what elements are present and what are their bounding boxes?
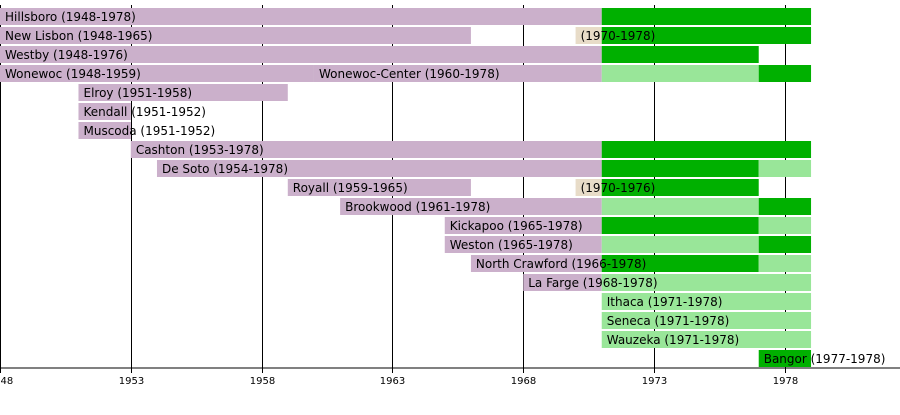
segment [601, 160, 759, 177]
segment-label: Wonewoc-Center (1960-1978) [319, 67, 500, 81]
segment-label: New Lisbon (1948-1965) [5, 29, 152, 43]
segment [0, 46, 602, 63]
x-tick-label: 1953 [119, 376, 144, 387]
segment [758, 160, 812, 177]
segment [156, 160, 602, 177]
segment-label: Weston (1965-1978) [450, 238, 573, 252]
segment-label: Elroy (1951-1958) [83, 86, 192, 100]
segment-label: Westby (1948-1976) [5, 48, 128, 62]
segment [523, 274, 602, 291]
segment [444, 217, 602, 234]
segment-label: Seneca (1971-1978) [607, 314, 730, 328]
segment [340, 198, 602, 215]
x-tick-label: 1958 [250, 376, 275, 387]
segment [758, 350, 812, 367]
segment [601, 293, 812, 310]
segment [0, 27, 471, 44]
segment [601, 236, 759, 253]
segment-label: (1970-1978) [581, 29, 656, 43]
segment [601, 255, 759, 272]
segment-label: Cashton (1953-1978) [136, 143, 264, 157]
segment [601, 179, 759, 196]
segment [601, 274, 812, 291]
segment [78, 122, 131, 139]
segment-label: De Soto (1954-1978) [162, 162, 288, 176]
segment-label: Wonewoc (1948-1959) [5, 67, 141, 81]
segment [758, 255, 812, 272]
segment [130, 141, 602, 158]
segment [758, 236, 812, 253]
segment-label: Royall (1959-1965) [293, 181, 408, 195]
segment [758, 65, 812, 82]
segment [601, 27, 812, 44]
x-tick-label: 1948 [0, 376, 13, 387]
segment [601, 46, 759, 63]
segment-label: Kendall (1951-1952) [83, 105, 205, 119]
segment [601, 217, 759, 234]
bars [0, 8, 812, 367]
segment-label: La Farge (1968-1978) [528, 276, 657, 290]
segment [601, 8, 812, 25]
x-tick-label: 1978 [773, 376, 798, 387]
segment [470, 255, 602, 272]
segment [575, 179, 602, 196]
segment [0, 65, 314, 82]
segment-label: Muscoda (1951-1952) [83, 124, 215, 138]
segment-label: Hillsboro (1948-1978) [5, 10, 136, 24]
labels: Hillsboro (1948-1978) New Lisbon (1948-19… [5, 10, 885, 366]
segment [313, 65, 602, 82]
segment-label: Brookwood (1961-1978) [345, 200, 490, 214]
segment [78, 103, 131, 120]
segment-label: Wauzeka (1971-1978) [607, 333, 739, 347]
segment-label: (1970-1976) [581, 181, 656, 195]
segment-label: Ithaca (1971-1978) [607, 295, 723, 309]
segment [601, 312, 812, 329]
segment [758, 217, 812, 234]
segment-label: Kickapoo (1965-1978) [450, 219, 583, 233]
x-tick-label: 1973 [642, 376, 667, 387]
segment [78, 84, 288, 101]
segment [601, 141, 812, 158]
x-tick-label: 1963 [380, 376, 405, 387]
segment-label: Bangor (1977-1978) [764, 352, 886, 366]
segment [601, 65, 759, 82]
segment [601, 331, 812, 348]
x-tick-label: 1968 [511, 376, 536, 387]
segment [758, 198, 812, 215]
axis: 1948 1953 1958 1963 1968 1973 1978 [0, 367, 900, 387]
segment [444, 236, 602, 253]
segment [575, 27, 602, 44]
segment [601, 198, 759, 215]
segment [287, 179, 471, 196]
segment [0, 8, 602, 25]
segment-label: North Crawford (1966-1978) [476, 257, 646, 271]
